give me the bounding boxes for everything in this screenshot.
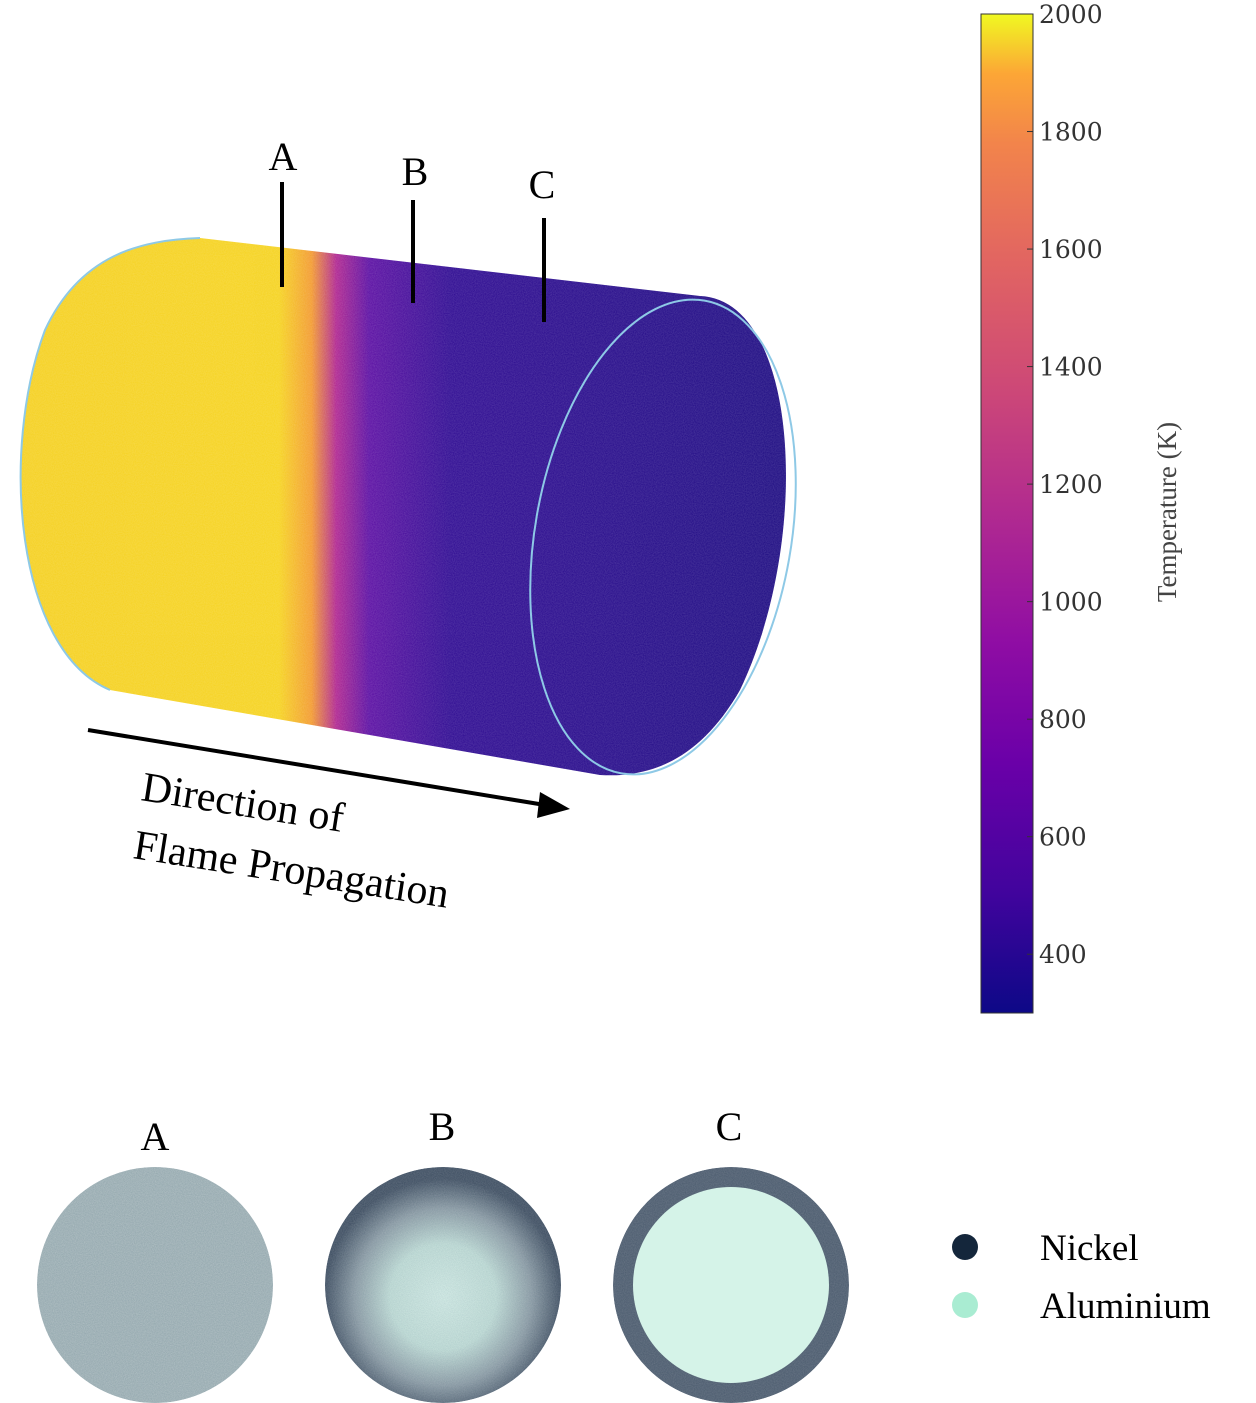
- cross-sections: A B C: [37, 1104, 849, 1403]
- colorbar-tick-label: 1200: [1039, 470, 1103, 499]
- cross-section-c: [613, 1167, 849, 1403]
- arrow-caption-line2: Flame Propagation: [130, 822, 452, 917]
- cylinder-end-ellipse: [529, 298, 797, 776]
- colorbar-tick-label: 1600: [1039, 235, 1103, 264]
- cross-section-label-a: A: [141, 1114, 170, 1159]
- cross-section-label-b: B: [429, 1104, 456, 1149]
- cross-section-b: [325, 1167, 561, 1403]
- legend: Nickel Aluminium: [952, 1228, 1211, 1327]
- marker-label-b: B: [402, 149, 429, 194]
- colorbar-tick-label: 1800: [1039, 118, 1103, 147]
- colorbar-label: Temperature (K): [1152, 422, 1182, 602]
- marker-label-a: A: [269, 134, 298, 179]
- colorbar-ticks: 2000 1800 1600 1400 1200 1000 800 600 400: [1027, 0, 1103, 969]
- legend-label-nickel: Nickel: [1040, 1228, 1139, 1269]
- colorbar: 2000 1800 1600 1400 1200 1000 800 600 400 Temper…: [980, 0, 1182, 1014]
- legend-swatch-aluminium: [952, 1292, 978, 1318]
- legend-label-aluminium: Aluminium: [1040, 1286, 1211, 1327]
- colorbar-tick-label: 1400: [1039, 353, 1103, 382]
- colorbar-tick-label: 400: [1039, 940, 1087, 969]
- section-markers: A B C: [269, 134, 556, 322]
- colorbar-tick-label: 1000: [1039, 588, 1103, 617]
- particle-cylinder: [19, 237, 797, 776]
- legend-swatch-nickel: [952, 1234, 978, 1260]
- colorbar-gradient: [980, 13, 1034, 1014]
- cross-section-label-c: C: [716, 1104, 743, 1149]
- colorbar-tick-label: 800: [1039, 705, 1087, 734]
- colorbar-tick-label: 2000: [1039, 0, 1103, 29]
- cylinder-outline: [19, 237, 201, 691]
- colorbar-tick-label: 600: [1039, 823, 1087, 852]
- marker-label-c: C: [529, 162, 556, 207]
- propagation-arrow: Direction of Flame Propagation: [87, 728, 570, 918]
- cross-section-a: [37, 1167, 273, 1403]
